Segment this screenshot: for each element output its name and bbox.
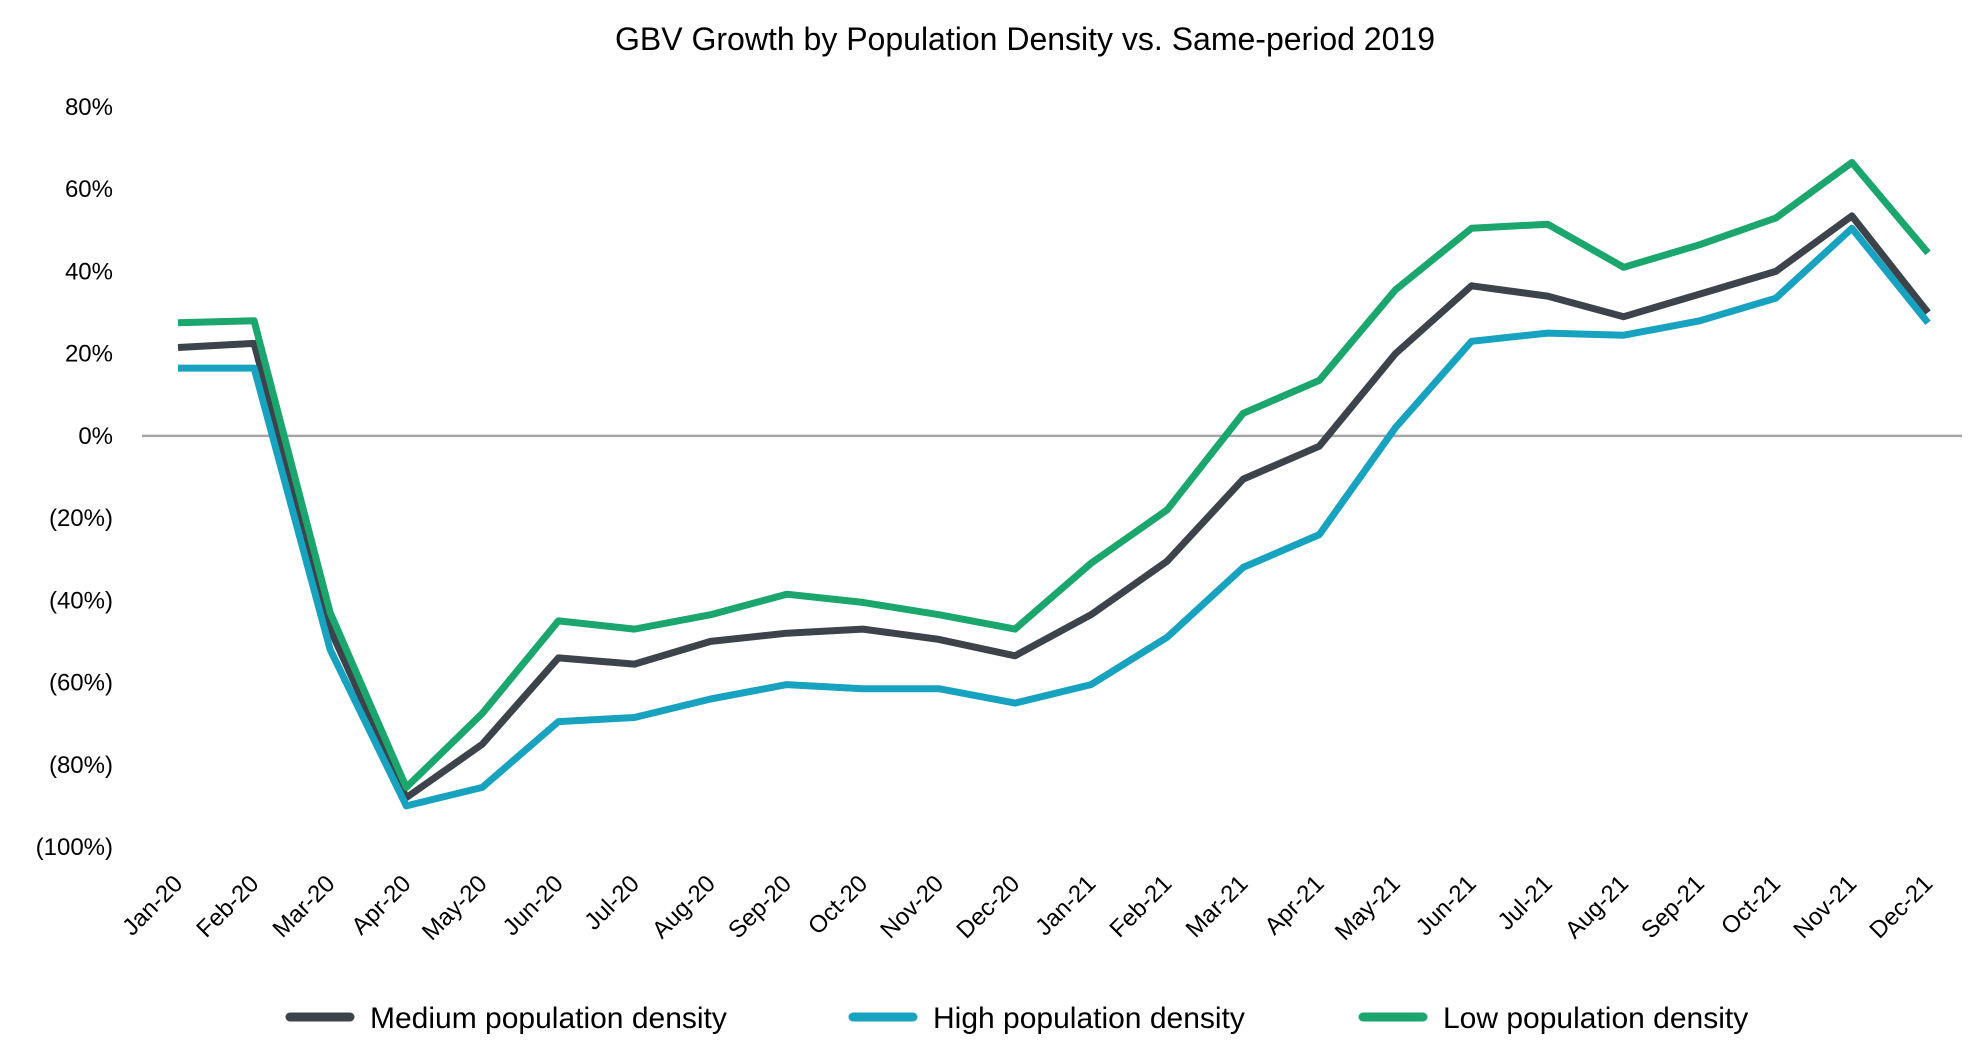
y-tick-label: (80%) xyxy=(49,752,113,779)
legend-label: Low population density xyxy=(1443,1002,1748,1035)
y-tick-label: 40% xyxy=(65,258,113,285)
y-tick-label: 60% xyxy=(65,176,113,203)
legend-label: High population density xyxy=(933,1002,1245,1035)
x-tick-label: Dec-20 xyxy=(951,870,1025,944)
series-line-medium-population-density xyxy=(177,212,1931,802)
y-tick-label: 0% xyxy=(78,423,113,450)
y-tick-label: (100%) xyxy=(36,834,113,861)
y-tick-label: 20% xyxy=(65,341,113,368)
y-tick-label: (40%) xyxy=(49,587,113,614)
x-tick-label: Feb-20 xyxy=(191,870,264,943)
x-tick-label: Nov-20 xyxy=(875,870,949,944)
x-tick-label: Dec-21 xyxy=(1864,870,1938,944)
x-tick-label: Aug-20 xyxy=(647,870,721,944)
y-tick-label: (60%) xyxy=(49,670,113,697)
x-tick-label: Aug-21 xyxy=(1560,870,1634,944)
x-tick-label: May-20 xyxy=(417,870,493,946)
x-tick-label: Jan-21 xyxy=(1030,870,1101,941)
series-line-high-population-density xyxy=(178,224,1931,810)
x-tick-label: Jun-20 xyxy=(498,870,569,941)
series-line-low-population-density xyxy=(177,159,1931,791)
x-tick-label: Oct-20 xyxy=(803,870,873,940)
x-tick-label: Jul-20 xyxy=(579,870,644,935)
x-tick-label: May-21 xyxy=(1330,870,1406,946)
chart-title: GBV Growth by Population Density vs. Sam… xyxy=(615,21,1435,57)
legend: Medium population density High population… xyxy=(285,1002,1748,1035)
x-tick-label: Feb-21 xyxy=(1105,870,1178,943)
x-tick-label: Sep-21 xyxy=(1636,870,1710,944)
y-tick-label: (20%) xyxy=(49,505,113,532)
x-axis-ticks: Jan-20 Feb-20 Mar-20 Apr-20 May-20 Jun-20 Jul-… xyxy=(117,870,1938,946)
x-tick-label: Jul-21 xyxy=(1492,870,1557,935)
x-tick-label: Apr-20 xyxy=(346,870,416,940)
x-tick-label: Oct-21 xyxy=(1716,870,1786,940)
y-tick-label: 80% xyxy=(65,94,113,121)
x-tick-label: Nov-21 xyxy=(1788,870,1862,944)
series-lines xyxy=(177,159,1931,810)
x-tick-label: Jun-21 xyxy=(1411,870,1482,941)
x-tick-label: Sep-20 xyxy=(723,870,797,944)
x-tick-label: Apr-21 xyxy=(1260,870,1330,940)
legend-label: Medium population density xyxy=(370,1002,727,1035)
y-axis-ticks: 80% 60% 40% 20% 0% (20%) (40%) (60%) (80%) (100%) xyxy=(36,94,113,861)
x-tick-label: Mar-21 xyxy=(1181,870,1254,943)
x-tick-label: Mar-20 xyxy=(268,870,341,943)
x-tick-label: Jan-20 xyxy=(117,870,188,941)
